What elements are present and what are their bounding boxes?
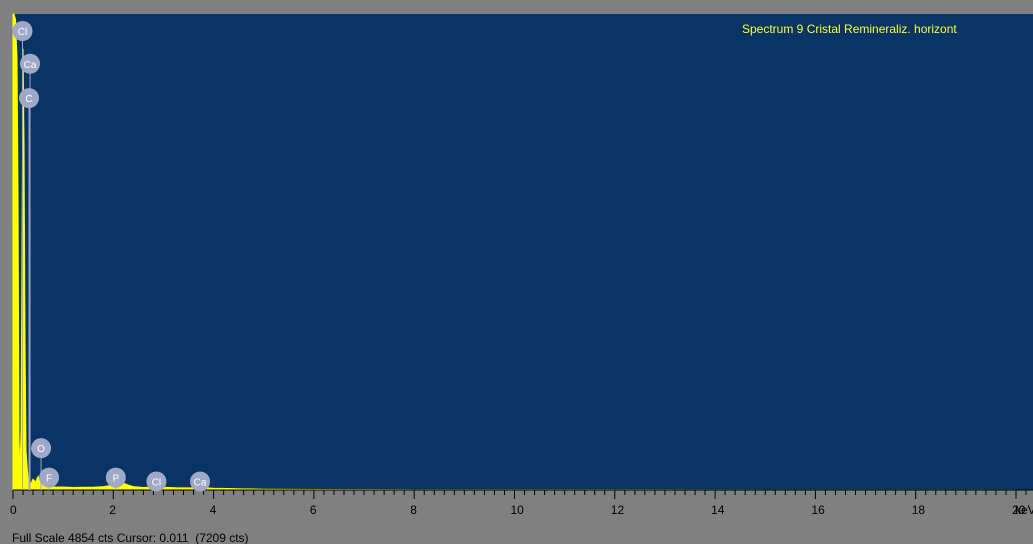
x-tick-label: 2 xyxy=(109,503,116,517)
peak-label-ca: Ca xyxy=(20,53,41,490)
x-tick-label: 4 xyxy=(210,503,217,517)
x-tick-label: 8 xyxy=(410,503,417,517)
status-line: Full Scale 4854 cts Cursor: 0.011 (7209 … xyxy=(12,531,249,544)
x-tick-label: 18 xyxy=(912,503,926,517)
x-tick-label: 12 xyxy=(611,503,625,517)
peak-marker-circle xyxy=(20,53,41,74)
chart-title: Spectrum 9 Cristal Remineraliz. horizont xyxy=(742,22,957,36)
peak-label-p: P xyxy=(105,467,126,490)
peak-label-text: C xyxy=(25,94,32,105)
spectrum-series-0 xyxy=(12,13,1017,491)
peak-label-text: Ca xyxy=(194,478,207,489)
peak-marker-circle xyxy=(39,467,60,488)
x-tick-label: 10 xyxy=(511,503,525,517)
x-tick-label: 14 xyxy=(711,503,725,517)
peak-marker-circle xyxy=(12,21,33,41)
x-tick-label: 16 xyxy=(811,503,825,517)
peak-label-f: F xyxy=(39,467,60,490)
x-tick-label: 0 xyxy=(10,503,17,517)
plot-background xyxy=(13,14,1033,490)
peak-marker-circle xyxy=(190,471,211,492)
peak-label-text: P xyxy=(112,474,119,485)
peak-marker-circle xyxy=(146,471,167,492)
x-axis-unit-label: keV xyxy=(1015,503,1033,517)
peak-marker-circle xyxy=(31,438,52,459)
x-tick-label: 6 xyxy=(310,503,317,517)
peak-label-c: C xyxy=(19,88,40,490)
peak-label-cl: Cl xyxy=(12,21,33,490)
peak-marker-circle xyxy=(105,467,126,488)
peak-label-text: Cl xyxy=(18,27,27,38)
peak-label-ca: Ca xyxy=(190,471,211,492)
peak-label-cl: Cl xyxy=(146,471,167,492)
peak-label-text: Cl xyxy=(152,478,161,489)
peak-label-text: Ca xyxy=(24,60,37,71)
peak-marker-circle xyxy=(19,88,40,109)
peak-label-text: F xyxy=(46,474,52,485)
peak-label-text: O xyxy=(37,444,45,455)
x-tick-label: 20 xyxy=(1012,503,1026,517)
